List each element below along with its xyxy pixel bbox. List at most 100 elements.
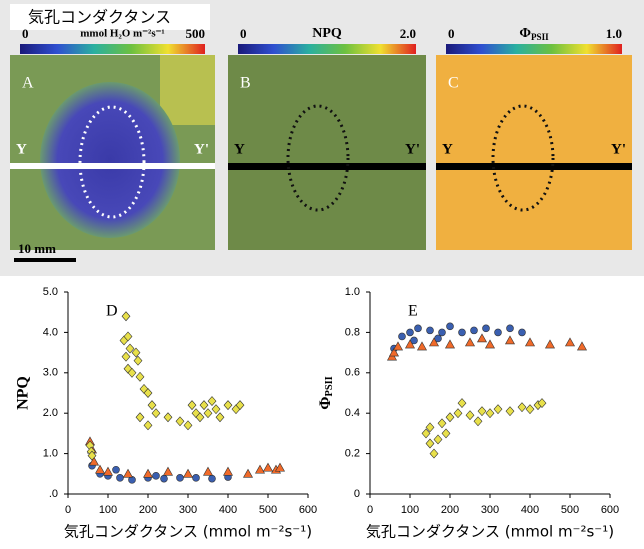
y-axis-label-symbol: Φ xyxy=(317,396,334,409)
point xyxy=(566,338,575,346)
point xyxy=(244,469,253,477)
point xyxy=(224,401,232,410)
scale-bar xyxy=(14,258,76,262)
y-tick-label: 1.0 xyxy=(345,286,360,298)
x-tick-label: 200 xyxy=(441,504,459,516)
y-tick-label: 5.0 xyxy=(43,286,58,298)
colorbar xyxy=(238,44,416,54)
point xyxy=(204,409,212,418)
point xyxy=(164,467,173,475)
point xyxy=(122,352,130,361)
point xyxy=(415,325,422,332)
panel-label: C xyxy=(448,75,459,92)
x-tick-label: 100 xyxy=(99,504,117,516)
point xyxy=(136,372,144,381)
point xyxy=(224,467,233,475)
point xyxy=(430,449,438,458)
point xyxy=(96,465,105,473)
transect-right: Y' xyxy=(194,141,209,157)
x-tick-label: 500 xyxy=(561,504,579,516)
transect-left: Y xyxy=(442,141,453,157)
point xyxy=(466,411,474,420)
image-title: 気孔コンダクタンス xyxy=(28,8,171,27)
point xyxy=(506,336,515,344)
point xyxy=(148,401,156,410)
y-tick-label: 3.0 xyxy=(43,367,58,379)
x-tick-label: 200 xyxy=(139,504,157,516)
y-tick-label: 0.2 xyxy=(345,448,360,460)
point xyxy=(193,474,200,481)
colorbar xyxy=(20,44,205,54)
panel-label: B xyxy=(240,75,251,92)
point xyxy=(578,342,587,350)
point xyxy=(507,325,514,332)
point xyxy=(495,329,502,336)
y-tick-label: 0.6 xyxy=(345,367,360,379)
point xyxy=(526,338,535,346)
point xyxy=(177,474,184,481)
point xyxy=(478,334,487,342)
point xyxy=(153,472,160,479)
x-tick-label: 100 xyxy=(401,504,419,516)
x-axis-label: 気孔コンダクタンス (mmol m⁻²s⁻¹) xyxy=(64,523,312,541)
point xyxy=(184,469,193,477)
point xyxy=(446,413,454,422)
point xyxy=(209,475,216,482)
point xyxy=(144,421,152,430)
colorbar-max: 1.0 xyxy=(606,26,622,41)
point xyxy=(184,421,192,430)
point xyxy=(466,338,475,346)
y-axis-label: ΦPSII xyxy=(317,376,336,409)
y-tick-label: 4.0 xyxy=(43,326,58,338)
point xyxy=(200,401,208,410)
panel-label: D xyxy=(106,303,118,320)
colorbar-min: 0 xyxy=(448,26,455,41)
point xyxy=(188,401,196,410)
point xyxy=(426,439,434,448)
point xyxy=(264,463,273,471)
x-tick-label: 300 xyxy=(179,504,197,516)
x-tick-label: 400 xyxy=(219,504,237,516)
page: {"images": { "title": "気孔コンダクタンス", "scal… xyxy=(0,0,644,544)
point xyxy=(124,469,133,477)
point xyxy=(113,466,120,473)
point xyxy=(104,467,113,475)
x-tick-label: 400 xyxy=(521,504,539,516)
y-tick-label: 0 xyxy=(354,488,360,500)
point xyxy=(474,417,482,426)
point xyxy=(427,327,434,334)
point xyxy=(459,329,466,336)
point xyxy=(161,475,168,482)
colorbar-min: 0 xyxy=(22,26,29,41)
transect-right: Y' xyxy=(611,141,626,157)
point xyxy=(164,413,172,422)
panel-label: A xyxy=(22,75,34,92)
point xyxy=(216,413,224,422)
point xyxy=(152,409,160,418)
point xyxy=(519,329,526,336)
x-axis-label: 気孔コンダクタンス (mmol m⁻²s⁻¹) xyxy=(366,523,614,541)
point xyxy=(446,340,455,348)
point xyxy=(526,405,534,414)
point xyxy=(454,409,462,418)
x-tick-label: 600 xyxy=(601,504,619,516)
x-tick-label: 0 xyxy=(367,504,373,516)
point xyxy=(486,340,495,348)
point xyxy=(212,405,220,414)
point xyxy=(442,429,450,438)
transect xyxy=(10,163,215,169)
point xyxy=(407,329,414,336)
point xyxy=(418,342,427,350)
scale-label: 10 mm xyxy=(18,241,56,256)
point xyxy=(546,340,555,348)
y-tick-label: 1.0 xyxy=(43,448,58,460)
panel-image xyxy=(436,55,632,250)
y-axis-label: NPQ xyxy=(15,376,32,410)
transect xyxy=(436,163,632,170)
y-tick-label: .0 xyxy=(49,488,58,500)
point xyxy=(494,405,502,414)
colorbar-unit: mmol H₂O m⁻²s⁻¹ xyxy=(80,28,164,40)
colorbar-max: 500 xyxy=(186,26,206,41)
point xyxy=(438,419,446,428)
y-tick-label: 0.8 xyxy=(345,326,360,338)
